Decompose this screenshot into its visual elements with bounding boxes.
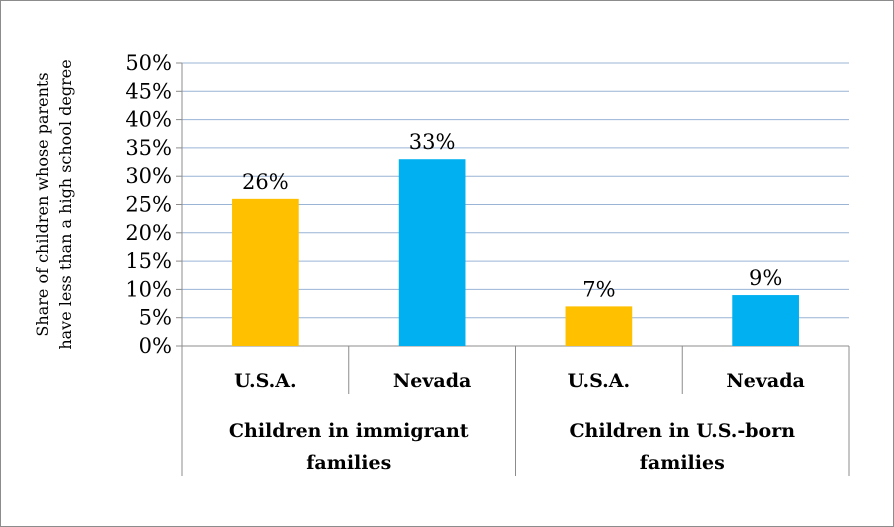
bars	[232, 159, 799, 346]
y-axis-label: Share of children whose parents have less…	[33, 59, 75, 349]
y-tick-label: 35%	[125, 136, 172, 160]
y-tick-labels: 0% 5% 10% 15% 20% 25% 30% 35% 40% 45% 50%	[125, 51, 172, 358]
category-labels: U.S.A. Nevada U.S.A. Nevada	[234, 370, 805, 392]
category-label: Nevada	[393, 370, 471, 392]
group-label: Children in immigrant	[229, 420, 469, 442]
y-tick-label: 15%	[125, 249, 172, 273]
y-axis-label-line: have less than a high school degree	[56, 59, 75, 349]
category-label: U.S.A.	[234, 370, 296, 392]
y-tick-label: 5%	[139, 306, 172, 330]
group-label: Children in U.S.-born	[569, 420, 795, 442]
data-label: 7%	[582, 277, 615, 301]
bar	[232, 198, 299, 346]
group-labels: Children in immigrant families Children in…	[229, 420, 795, 474]
y-tick-label: 25%	[125, 193, 172, 217]
y-tick-label: 0%	[139, 334, 172, 358]
y-tick-label: 45%	[125, 79, 172, 103]
y-axis-label-line: Share of children whose parents	[33, 72, 52, 336]
data-label: 9%	[749, 266, 782, 290]
bar	[565, 306, 633, 346]
y-tick-label: 40%	[125, 108, 172, 132]
data-label: 33%	[409, 130, 456, 154]
y-tick-label: 50%	[125, 51, 172, 75]
bar	[732, 295, 799, 346]
category-label: Nevada	[726, 370, 804, 392]
y-tick-label: 20%	[125, 221, 172, 245]
y-tick-label: 10%	[125, 277, 172, 301]
bar	[398, 159, 466, 346]
y-tick-label: 30%	[125, 164, 172, 188]
data-labels: 26% 33% 7% 9%	[242, 130, 782, 301]
category-label: U.S.A.	[568, 370, 630, 392]
data-label: 26%	[242, 170, 289, 194]
group-label: families	[306, 452, 391, 474]
group-label: families	[640, 452, 725, 474]
